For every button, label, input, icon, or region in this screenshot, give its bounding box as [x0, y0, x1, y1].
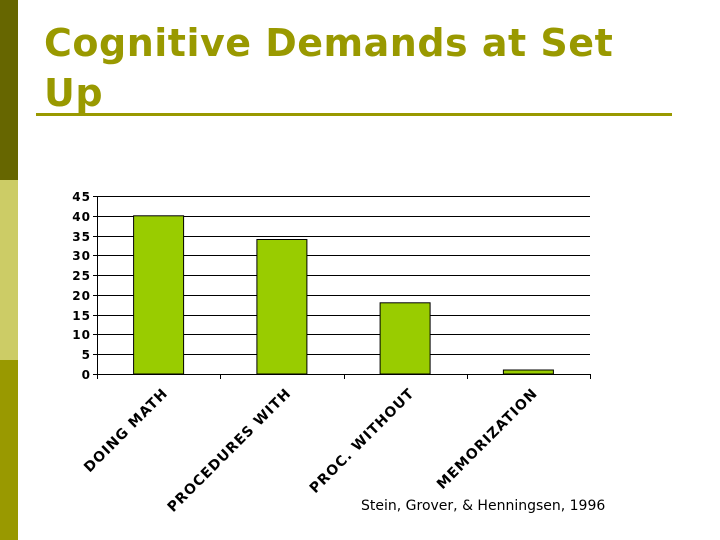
x-tick-label: MEMORIZATION [434, 386, 541, 493]
sidebar-segment-middle [0, 180, 18, 360]
x-tick-label: DOING MATH [81, 386, 171, 476]
sidebar-accent [0, 0, 18, 540]
bar [256, 239, 308, 375]
source-citation: Stein, Grover, & Henningsen, 1996 [361, 498, 606, 514]
y-tick-label: 15 [72, 309, 91, 323]
sidebar-segment-top [0, 0, 18, 180]
title-underline [36, 113, 672, 116]
y-tick-label: 0 [82, 368, 91, 382]
chart-axes [93, 196, 591, 379]
bar [379, 302, 431, 375]
bar [133, 215, 185, 375]
chart-y-tick-labels: 0 5 10 15 20 25 30 35 40 45 [72, 190, 91, 382]
y-tick-label: 25 [72, 269, 91, 283]
x-tick-label: PROCEDURES WITH [165, 386, 295, 516]
y-tick-label: 10 [72, 328, 91, 342]
slide-title: Cognitive Demands at Set Up [44, 21, 614, 115]
y-tick-label: 40 [72, 210, 91, 224]
y-tick-label: 5 [82, 348, 91, 362]
y-tick-label: 30 [72, 249, 91, 263]
y-tick-label: 45 [72, 190, 91, 204]
bar [502, 369, 554, 375]
y-tick-label: 35 [72, 230, 91, 244]
x-tick-label: PROC. WITHOUT [307, 386, 418, 497]
chart-bars [133, 215, 554, 375]
y-tick-label: 20 [72, 289, 91, 303]
sidebar-segment-bottom [0, 360, 18, 540]
